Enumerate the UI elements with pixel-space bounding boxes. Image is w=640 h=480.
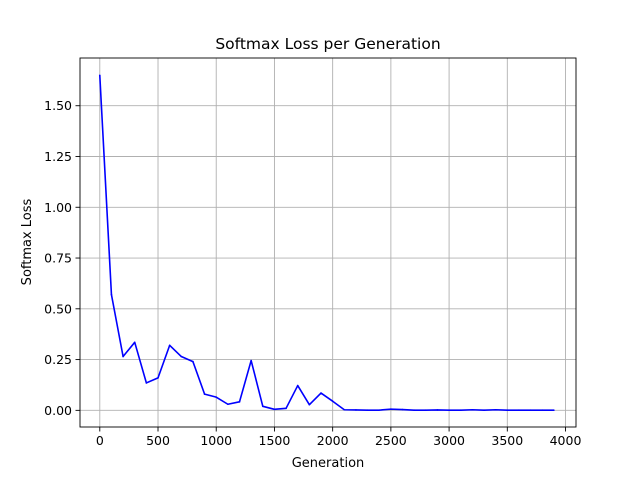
- data-point: [227, 403, 229, 406]
- data-point: [238, 401, 241, 403]
- data-point: [366, 409, 369, 411]
- data-point: [355, 409, 357, 411]
- data-point: [331, 400, 334, 403]
- x-tick-label: 4000: [550, 433, 582, 448]
- x-tick-label: 3000: [433, 433, 465, 448]
- grid: [80, 58, 576, 427]
- x-tick-label: 1500: [259, 433, 291, 448]
- data-point: [483, 409, 485, 411]
- data-point: [261, 405, 264, 408]
- y-tick-label: 0.00: [44, 403, 72, 418]
- data-point: [157, 377, 159, 379]
- series-line-0: [98, 75, 554, 411]
- data-point: [250, 359, 252, 362]
- data-point: [436, 409, 439, 411]
- y-tick-label: 1.25: [44, 149, 72, 164]
- x-tick-label: 2000: [317, 433, 349, 448]
- data-point: [541, 409, 544, 411]
- y-tick-label: 0.25: [44, 352, 72, 367]
- data-point: [343, 408, 346, 411]
- data-point: [494, 408, 497, 411]
- data-point: [506, 409, 509, 411]
- data-point: [145, 382, 148, 384]
- data-point: [296, 384, 299, 387]
- y-tick-label: 0.50: [44, 301, 72, 316]
- data-point: [215, 396, 218, 398]
- y-axis-ticks: 0.00 0.25 0.50 0.75 1.00 1.25 1.50: [44, 98, 80, 418]
- data-point: [308, 403, 311, 406]
- data-point: [378, 409, 381, 411]
- data-point: [553, 409, 555, 411]
- y-tick-label: 1.50: [44, 98, 72, 113]
- y-tick-label: 0.75: [44, 251, 72, 266]
- x-tick-label: 0: [96, 433, 104, 448]
- data-point: [425, 409, 427, 411]
- chart-title: Softmax Loss per Generation: [215, 35, 440, 53]
- data-point: [459, 409, 462, 411]
- data-point: [413, 409, 415, 411]
- data-point: [273, 408, 276, 411]
- data-point: [203, 393, 206, 395]
- data-point: [133, 341, 136, 344]
- x-tick-label: 3500: [491, 433, 523, 448]
- x-tick-label: 1000: [200, 433, 232, 448]
- data-point: [320, 392, 322, 394]
- data-point: [110, 293, 113, 296]
- data-point: [390, 408, 392, 410]
- data-point: [401, 408, 404, 411]
- data-point: [98, 74, 101, 77]
- y-tick-label: 1.00: [44, 200, 72, 215]
- x-axis-label: Generation: [292, 456, 365, 471]
- data-point: [448, 409, 450, 411]
- plot-frame: [79, 57, 577, 428]
- data-point: [122, 355, 124, 358]
- data-point: [529, 409, 532, 411]
- x-tick-label: 500: [146, 433, 170, 448]
- data-point: [180, 355, 183, 358]
- x-tick-label: 2500: [375, 433, 407, 448]
- data-point: [518, 409, 520, 411]
- data-point: [192, 360, 194, 363]
- data-point: [471, 408, 474, 411]
- data-point: [285, 407, 287, 410]
- data-point: [168, 344, 171, 347]
- x-axis-ticks: 0 500 1000 1500 2000 2500 3000 3500 4000: [96, 427, 582, 448]
- y-axis-label: Softmax Loss: [20, 198, 35, 285]
- series-layer: [98, 74, 555, 411]
